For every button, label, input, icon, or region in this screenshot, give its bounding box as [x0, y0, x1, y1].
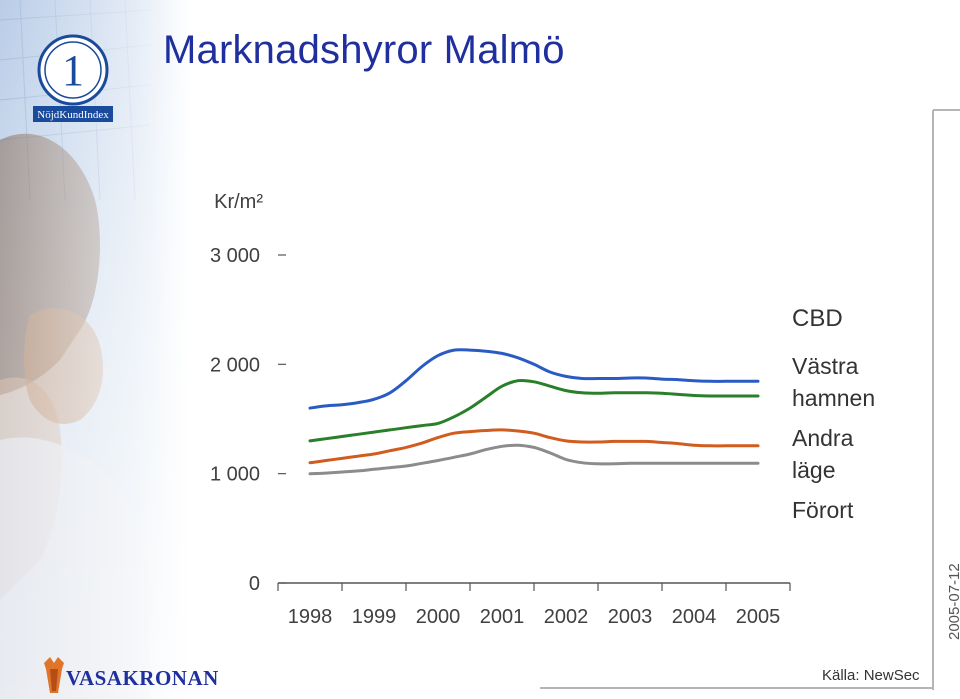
series-line-1: [308, 378, 760, 443]
x-axis: 1998 1999 2000 2001 2002 2003 2004 2005: [277, 582, 791, 628]
company-name: VASAKRONAN: [66, 666, 219, 690]
badge-text: NöjdKundIndex: [37, 109, 109, 121]
x-tick-label-2001: 2001: [480, 606, 525, 628]
series-line-3: [308, 443, 760, 476]
legend-entry-3-line-0: Förort: [792, 497, 854, 523]
vasakronan-logo: [44, 657, 64, 693]
legend: CBD Västra hamnen Andra läge Förort: [792, 305, 875, 523]
slide-title: Marknadshyror Malmö: [163, 28, 565, 72]
x-tick-label-2002: 2002: [544, 606, 589, 628]
x-tick-label-1998: 1998: [288, 606, 333, 628]
crown-icon: [44, 657, 64, 693]
y-tick-label-3: 3 000: [210, 245, 260, 267]
y-tick-label-2: 2 000: [210, 354, 260, 376]
y-tick-label-0: 0: [249, 573, 260, 595]
legend-entry-0-line-0: CBD: [792, 305, 843, 332]
series-line-0: [308, 348, 760, 410]
y-axis: 0 1 000 2 000 3 000: [210, 245, 286, 595]
x-tick-label-2004: 2004: [672, 606, 717, 628]
badge-number: 1: [62, 46, 84, 95]
date-stamp: 2005-07-12: [946, 563, 960, 640]
series-lines: [308, 348, 760, 476]
legend-entry-1-line-0: Västra: [792, 353, 859, 379]
x-tick-label-2000: 2000: [416, 606, 461, 628]
x-tick-label-1999: 1999: [352, 606, 397, 628]
legend-entry-2-line-1: läge: [792, 457, 835, 483]
legend-entry-1-line-1: hamnen: [792, 385, 875, 411]
background-photo: [0, 0, 190, 699]
source-label: Källa: NewSec: [822, 667, 920, 684]
series-line-2: [308, 428, 760, 465]
y-axis-label: Kr/m²: [214, 191, 263, 213]
y-tick-label-1: 1 000: [210, 464, 260, 486]
nojdkundindex-logo: 1 NöjdKundIndex: [33, 34, 113, 122]
x-tick-label-2005: 2005: [736, 606, 781, 628]
legend-entry-2-line-0: Andra: [792, 425, 854, 451]
x-tick-label-2003: 2003: [608, 606, 653, 628]
